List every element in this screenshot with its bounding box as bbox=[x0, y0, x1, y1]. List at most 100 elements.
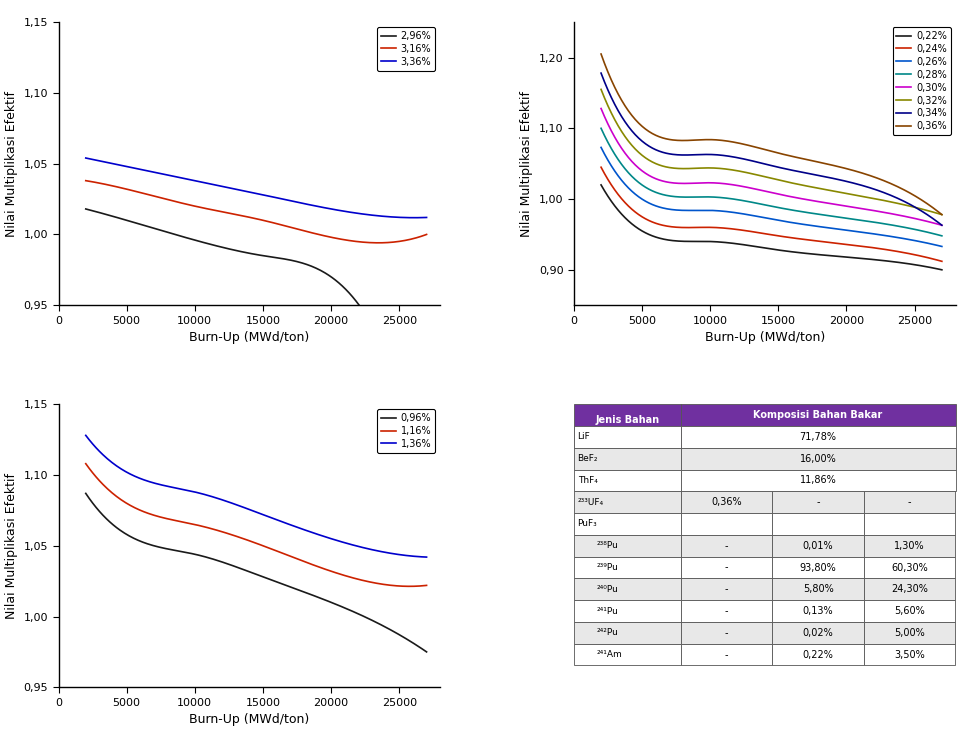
Text: -: - bbox=[724, 628, 728, 638]
Text: 5,80%: 5,80% bbox=[802, 585, 834, 594]
1,16% bbox=[368, 578, 379, 587]
0,34% bbox=[797, 168, 808, 177]
0,96% bbox=[368, 616, 379, 625]
0,24% bbox=[797, 235, 808, 244]
0,96% bbox=[80, 489, 92, 498]
0,30% bbox=[597, 107, 608, 116]
0,28% bbox=[597, 126, 608, 135]
1,36% bbox=[421, 553, 433, 562]
Bar bbox=[864, 622, 956, 644]
Bar bbox=[864, 644, 956, 666]
Text: -: - bbox=[724, 585, 728, 594]
0,36% bbox=[803, 156, 815, 165]
0,26% bbox=[797, 219, 808, 228]
Bar bbox=[681, 404, 956, 426]
0,24% bbox=[799, 235, 810, 244]
Bar bbox=[772, 535, 864, 556]
0,24% bbox=[803, 236, 815, 245]
Text: 5,00%: 5,00% bbox=[894, 628, 925, 638]
1,36% bbox=[389, 550, 401, 559]
Text: 24,30%: 24,30% bbox=[891, 585, 928, 594]
Text: ²³⁹Pu: ²³⁹Pu bbox=[597, 563, 618, 572]
1,36% bbox=[289, 522, 300, 531]
0,22% bbox=[904, 259, 916, 268]
Bar bbox=[864, 513, 956, 535]
Text: Komposisi Bahan Bakar: Komposisi Bahan Bakar bbox=[754, 410, 882, 420]
1,16% bbox=[421, 581, 433, 590]
0,96% bbox=[282, 582, 293, 590]
1,36% bbox=[282, 520, 293, 528]
0,22% bbox=[799, 249, 810, 258]
Text: ²⁴²Pu: ²⁴²Pu bbox=[597, 628, 618, 637]
Bar bbox=[681, 426, 956, 448]
Text: 0,22%: 0,22% bbox=[802, 650, 834, 660]
3,16% bbox=[283, 222, 294, 231]
0,32% bbox=[936, 210, 948, 219]
0,32% bbox=[597, 88, 608, 97]
0,26% bbox=[904, 235, 916, 244]
0,28% bbox=[904, 224, 916, 233]
Bar bbox=[772, 513, 864, 535]
0,34% bbox=[597, 72, 608, 81]
3,36% bbox=[289, 197, 300, 206]
3,36% bbox=[409, 214, 420, 222]
Bar bbox=[864, 535, 956, 556]
Y-axis label: Nilai Multiplikasi Efektif: Nilai Multiplikasi Efektif bbox=[521, 91, 533, 236]
Text: 0,01%: 0,01% bbox=[802, 541, 834, 551]
Text: ²⁴⁰Pu: ²⁴⁰Pu bbox=[597, 585, 618, 594]
Bar bbox=[681, 469, 956, 491]
Line: 0,36%: 0,36% bbox=[601, 54, 942, 214]
3,36% bbox=[421, 213, 433, 222]
0,26% bbox=[882, 231, 894, 240]
Text: PuF₃: PuF₃ bbox=[577, 520, 598, 528]
Text: Pu WG*: Pu WG* bbox=[798, 432, 838, 442]
0,24% bbox=[882, 245, 894, 254]
1,36% bbox=[80, 431, 92, 440]
Text: 5,60%: 5,60% bbox=[894, 606, 925, 616]
0,32% bbox=[803, 182, 815, 191]
0,32% bbox=[797, 181, 808, 190]
0,22% bbox=[882, 256, 894, 265]
0,26% bbox=[936, 242, 948, 251]
Bar bbox=[574, 513, 681, 535]
0,22% bbox=[597, 183, 608, 191]
0,36% bbox=[595, 50, 606, 58]
0,26% bbox=[803, 221, 815, 230]
0,96% bbox=[81, 491, 93, 500]
1,16% bbox=[289, 554, 300, 562]
Text: BeF₂: BeF₂ bbox=[577, 454, 598, 463]
Text: 0,02%: 0,02% bbox=[802, 628, 834, 638]
1,16% bbox=[282, 551, 293, 559]
Line: 3,36%: 3,36% bbox=[86, 158, 427, 218]
Bar bbox=[864, 491, 956, 513]
3,16% bbox=[368, 238, 379, 247]
0,36% bbox=[882, 178, 894, 187]
Bar bbox=[864, 579, 956, 600]
Text: ²³⁸Pu: ²³⁸Pu bbox=[597, 541, 618, 551]
Text: ThF₄: ThF₄ bbox=[577, 476, 598, 485]
3,36% bbox=[282, 196, 293, 205]
2,96% bbox=[289, 256, 300, 265]
0,32% bbox=[904, 202, 916, 211]
Bar bbox=[574, 469, 681, 491]
1,16% bbox=[80, 459, 92, 468]
2,96% bbox=[421, 471, 433, 480]
0,34% bbox=[595, 69, 606, 78]
Bar bbox=[772, 622, 864, 644]
Line: 0,32%: 0,32% bbox=[601, 89, 942, 214]
Line: 0,34%: 0,34% bbox=[601, 73, 942, 225]
Text: -: - bbox=[724, 562, 728, 573]
Bar bbox=[681, 535, 772, 556]
0,24% bbox=[904, 249, 916, 258]
0,96% bbox=[421, 647, 433, 656]
0,28% bbox=[803, 208, 815, 217]
Bar bbox=[681, 448, 956, 469]
0,34% bbox=[904, 200, 916, 209]
Text: Jenis Bahan
Bakar: Jenis Bahan Bakar bbox=[595, 415, 659, 437]
2,96% bbox=[80, 205, 92, 214]
Bar bbox=[864, 600, 956, 622]
0,26% bbox=[597, 146, 608, 154]
Bar bbox=[681, 622, 772, 644]
Bar bbox=[681, 426, 772, 448]
Bar bbox=[574, 535, 681, 556]
